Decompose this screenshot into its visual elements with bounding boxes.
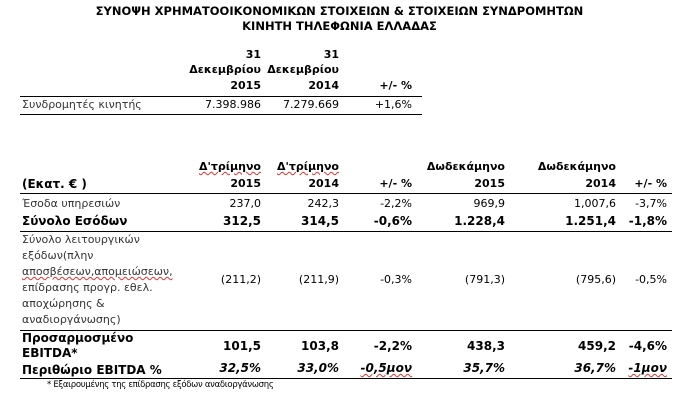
row-label-line: EBITDA* bbox=[22, 346, 78, 360]
cell: -0,6% bbox=[373, 214, 412, 228]
cell: -0,5% bbox=[635, 273, 667, 286]
row-label-line: επίδρασης προγρ. εθελ. bbox=[22, 281, 153, 294]
cell: (795,6) bbox=[575, 273, 616, 286]
divider bbox=[20, 231, 672, 232]
header-fy: Δωδεκάμηνο bbox=[426, 160, 505, 173]
row-label-line: Σύνολο λειτουργικών bbox=[22, 233, 140, 246]
title-line-2: ΚΙΝΗΤΗ ΤΗΛΕΦΩΝΙΑ ΕΛΛΑΔΑΣ bbox=[242, 19, 437, 33]
divider bbox=[20, 96, 422, 97]
header-day: 31 bbox=[323, 48, 339, 61]
title-line-1: ΣΥΝΟΨΗ ΧΡΗΜΑΤΟΟΙΚΟΝΟΜΙΚΩΝ ΣΤΟΙΧΕΙΩΝ & ΣΤ… bbox=[95, 4, 584, 18]
cell: 969,9 bbox=[473, 197, 506, 210]
cell: 7.398.986 bbox=[205, 98, 261, 111]
cell: 242,3 bbox=[307, 197, 340, 210]
cell: 35,7% bbox=[463, 361, 505, 375]
divider bbox=[20, 330, 672, 331]
row-label-line: αποσβέσεων,απομειώσεων, bbox=[22, 265, 173, 278]
cell: (211,9) bbox=[298, 273, 339, 286]
cell: 7.279.669 bbox=[283, 98, 339, 111]
cell: 1,007,6 bbox=[574, 197, 616, 210]
row-label: Έσοδα υπηρεσιών bbox=[22, 197, 121, 210]
header-change: +/- % bbox=[634, 177, 667, 190]
cell: 1.251,4 bbox=[565, 214, 616, 228]
header-month: Δεκεμβρίου bbox=[189, 63, 261, 76]
cell: 101,5 bbox=[223, 339, 261, 353]
header-q4: Δ'τρίμηνο bbox=[198, 160, 261, 173]
cell: 459,2 bbox=[578, 339, 616, 353]
cell: (211,2) bbox=[220, 273, 261, 286]
header-year-2014: 2014 bbox=[308, 79, 339, 92]
row-label: Περιθώριο EBITDA % bbox=[22, 363, 162, 377]
cell: -0,3% bbox=[380, 273, 412, 286]
cell: -1,8% bbox=[628, 214, 667, 228]
cell: 312,5 bbox=[223, 214, 261, 228]
cell: 33,0% bbox=[297, 361, 339, 375]
header-month: Δεκεμβρίου bbox=[267, 63, 339, 76]
unit-label: (Εκατ. € ) bbox=[22, 177, 87, 191]
cell: 103,8 bbox=[301, 339, 339, 353]
cell: -1μον bbox=[628, 361, 667, 375]
header-year: 2014 bbox=[308, 177, 339, 190]
header-year: 2014 bbox=[585, 177, 616, 190]
cell: (791,3) bbox=[464, 273, 505, 286]
divider bbox=[20, 378, 672, 379]
row-label: Σύνολο Εσόδων bbox=[22, 214, 128, 228]
footnote: * Εξαιρουμένης της επίδρασης εξόδων αναδ… bbox=[47, 380, 274, 390]
row-label-line: Προσαρμοσμένο bbox=[22, 331, 134, 345]
divider bbox=[20, 114, 422, 115]
cell: 36,7% bbox=[574, 361, 616, 375]
cell: 314,5 bbox=[301, 214, 339, 228]
header-year-2015: 2015 bbox=[230, 79, 261, 92]
cell: 237,0 bbox=[229, 197, 262, 210]
header-q4: Δ'τρίμηνο bbox=[276, 160, 339, 173]
cell: -2,2% bbox=[373, 339, 412, 353]
header-day: 31 bbox=[245, 48, 261, 61]
row-label: Συνδρομητές κινητής bbox=[22, 98, 142, 111]
header-year: 2015 bbox=[474, 177, 505, 190]
header-change: +/- % bbox=[379, 79, 412, 92]
cell: -0,5μον bbox=[360, 361, 413, 375]
header-year: 2015 bbox=[230, 177, 261, 190]
cell: 32,5% bbox=[219, 361, 261, 375]
cell: 438,3 bbox=[467, 339, 505, 353]
header-change: +/- % bbox=[379, 177, 412, 190]
cell: -2,2% bbox=[380, 197, 412, 210]
cell: -3,7% bbox=[635, 197, 667, 210]
header-fy: Δωδεκάμηνο bbox=[537, 160, 616, 173]
cell: +1,6% bbox=[374, 98, 412, 111]
divider bbox=[20, 193, 672, 194]
row-label-line: εξόδων(πλην bbox=[22, 249, 94, 262]
row-label-line: αναδιοργάνωσης) bbox=[22, 313, 121, 326]
row-label-line: αποχώρησης & bbox=[22, 297, 105, 310]
cell: -4,6% bbox=[628, 339, 667, 353]
cell: 1.228,4 bbox=[454, 214, 505, 228]
